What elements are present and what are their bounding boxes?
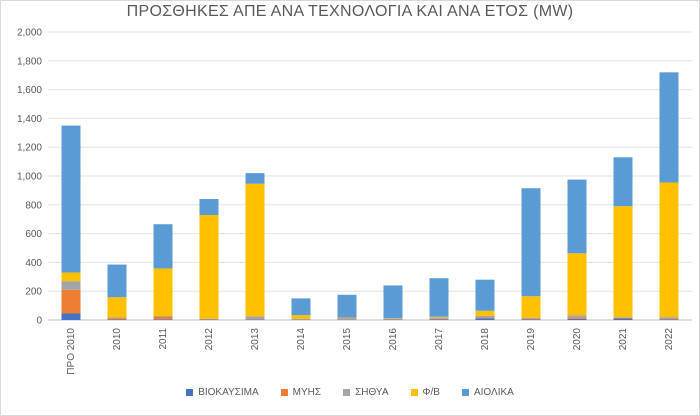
bar-segment-5 (613, 157, 633, 207)
legend-item: ΑΙΟΛΙΚΑ (461, 387, 514, 398)
bar-segment-2 (521, 318, 541, 320)
bar-segment-3 (383, 318, 403, 320)
legend-label: ΜΥΗΣ (292, 387, 322, 398)
x-tick-label: 2011 (158, 328, 169, 350)
x-tick-label: 2021 (618, 328, 629, 351)
bar-segment-1 (659, 319, 679, 320)
legend-label: ΒΙΟΚΑΥΣΙΜΑ (198, 387, 259, 398)
bar-segment-2 (429, 318, 449, 320)
bar-segment-5 (199, 199, 219, 216)
x-tick-label: 2018 (480, 328, 491, 351)
legend-item: Φ/Β (410, 387, 440, 398)
bar-segment-3 (429, 317, 449, 319)
bar-segment-2 (475, 317, 495, 319)
legend-swatch (186, 389, 194, 396)
y-tick-label: 1,000 (17, 172, 42, 183)
x-tick-label: 2012 (204, 328, 215, 351)
bar-segment-5 (291, 298, 311, 316)
bar-segment-1 (521, 319, 541, 320)
x-tick-label: ΠΡΟ 2010 (66, 328, 77, 375)
legend-swatch (410, 389, 418, 396)
y-tick-label: 800 (25, 200, 42, 211)
legend-label: Φ/Β (422, 387, 440, 398)
x-tick-label: 2020 (572, 328, 583, 351)
bar-segment-1 (153, 319, 173, 320)
bar-segment-4 (245, 183, 265, 317)
y-tick-label: 2,000 (17, 28, 42, 39)
bar-segment-4 (521, 296, 541, 318)
bar-segment-5 (337, 294, 357, 318)
x-tick-label: 2014 (296, 328, 307, 351)
bar-segment-4 (153, 268, 173, 316)
bar-segment-5 (383, 285, 403, 319)
bar-segment-1 (475, 318, 495, 320)
bar-segment-5 (659, 72, 679, 183)
legend-swatch (461, 389, 469, 396)
legend-swatch (343, 389, 351, 396)
x-tick-label: 2022 (664, 328, 675, 351)
bar-segment-3 (245, 316, 265, 320)
x-tick-label: 2019 (526, 328, 537, 351)
bar-segment-2 (613, 317, 633, 319)
legend-label: ΣΗΘΥΑ (355, 387, 389, 398)
bar-segment-4 (291, 315, 311, 319)
x-tick-label: 2013 (250, 328, 261, 351)
bar-segment-3 (613, 317, 633, 318)
bar-segment-5 (153, 224, 173, 269)
chart-legend: ΒΙΟΚΑΥΣΙΜΑ ΜΥΗΣ ΣΗΘΥΑ Φ/Β ΑΙΟΛΙΚΑ (0, 387, 700, 398)
y-tick-label: 1,200 (17, 143, 42, 154)
bar-segment-4 (613, 206, 633, 318)
y-tick-label: 1,400 (17, 114, 42, 125)
y-tick-label: 1,600 (17, 85, 42, 96)
legend-item: ΣΗΘΥΑ (343, 387, 389, 398)
bar-segment-2 (567, 317, 587, 319)
bar-segment-5 (567, 179, 587, 254)
bar-segment-4 (475, 310, 495, 316)
bar-segment-2 (659, 318, 679, 320)
legend-swatch (280, 389, 288, 396)
bar-segment-3 (337, 317, 357, 320)
bar-segment-5 (475, 279, 495, 311)
bar-segment-4 (567, 253, 587, 316)
bar-segment-4 (61, 272, 81, 282)
bar-segment-3 (475, 315, 495, 318)
bar-segment-2 (61, 289, 81, 314)
bar-segment-3 (107, 317, 127, 319)
y-tick-label: 200 (25, 287, 42, 298)
bar-segment-4 (429, 316, 449, 318)
bar-segment-1 (613, 318, 633, 320)
legend-item: ΒΙΟΚΑΥΣΙΜΑ (186, 387, 259, 398)
bar-segment-2 (153, 316, 173, 320)
bar-segment-3 (659, 317, 679, 319)
bar-segment-4 (199, 215, 219, 319)
bar-segment-5 (429, 278, 449, 317)
legend-item: ΜΥΗΣ (280, 387, 322, 398)
bar-segment-2 (107, 318, 127, 320)
bar-segment-5 (521, 188, 541, 297)
bar-segment-1 (567, 318, 587, 320)
x-tick-label: 2010 (112, 328, 123, 351)
bar-segment-3 (291, 318, 311, 320)
x-tick-label: 2015 (342, 328, 353, 351)
bar-segment-4 (659, 182, 679, 318)
bar-segment-3 (567, 315, 587, 318)
y-tick-label: 600 (25, 229, 42, 240)
bar-segment-5 (61, 125, 81, 273)
y-tick-label: 1,800 (17, 56, 42, 67)
bar-segment-5 (107, 264, 127, 298)
bar-segment-1 (61, 313, 81, 320)
bar-segment-5 (245, 173, 265, 184)
legend-label: ΑΙΟΛΙΚΑ (473, 387, 514, 398)
y-tick-label: 0 (36, 316, 42, 327)
bar-segment-3 (61, 281, 81, 290)
chart-title: ΠΡΟΣΘΗΚΕΣ ΑΠΕ ΑΝΑ ΤΕΧΝΟΛΟΓΙΑ ΚΑΙ ΑΝΑ ΕΤΟ… (126, 3, 574, 20)
x-tick-label: 2017 (434, 328, 445, 351)
y-tick-label: 400 (25, 258, 42, 269)
bar-segment-3 (521, 317, 541, 319)
bar-segment-4 (107, 297, 127, 318)
x-tick-label: 2016 (388, 328, 399, 351)
